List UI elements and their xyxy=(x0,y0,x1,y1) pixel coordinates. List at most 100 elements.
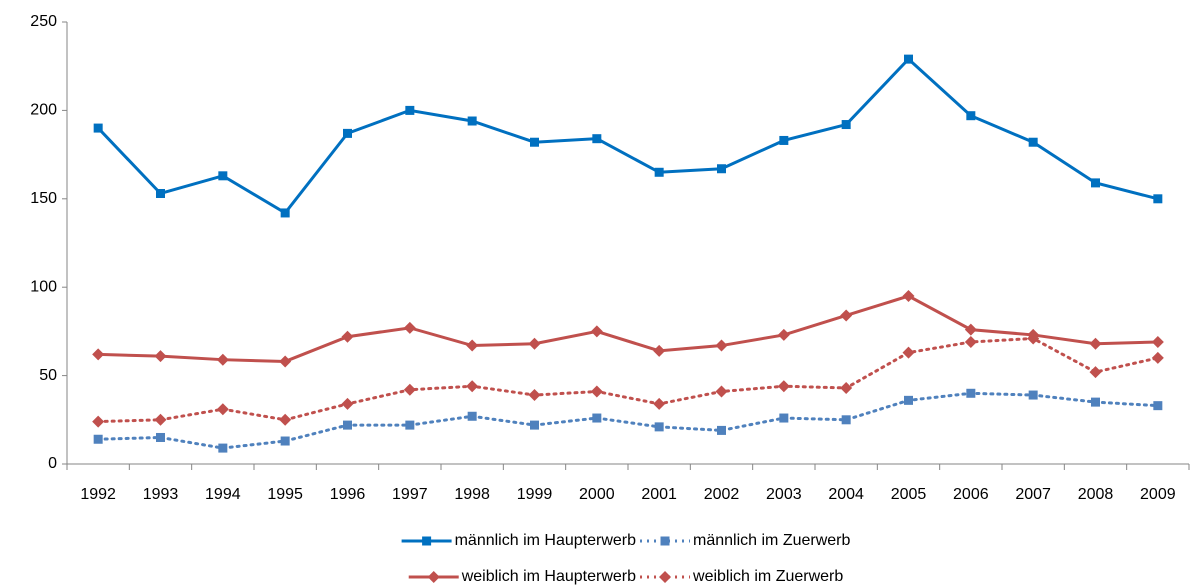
marker xyxy=(590,385,603,398)
marker xyxy=(715,339,728,352)
marker xyxy=(405,105,415,115)
series-line xyxy=(96,294,1160,363)
x-tick-label: 1993 xyxy=(143,486,179,503)
marker xyxy=(528,337,541,350)
marker xyxy=(653,397,666,410)
marker xyxy=(904,395,913,405)
marker xyxy=(659,571,672,583)
series xyxy=(93,388,1163,453)
legend-row: weiblich im Haupterwerb weiblich im Zuerw… xyxy=(408,568,843,585)
marker xyxy=(841,415,851,425)
marker xyxy=(279,355,292,368)
marker xyxy=(156,432,165,442)
x-tick-label: 2009 xyxy=(1140,486,1176,503)
marker xyxy=(467,411,477,421)
marker xyxy=(92,348,105,361)
marker xyxy=(1089,366,1102,379)
x-tick-label: 2008 xyxy=(1078,486,1114,503)
marker xyxy=(467,116,477,126)
marker xyxy=(1089,337,1102,350)
legend-label: weiblich im Haupterwerb xyxy=(461,568,636,585)
marker xyxy=(902,346,915,359)
marker xyxy=(777,380,790,393)
x-tick-label: 1998 xyxy=(454,486,490,503)
x-tick-label: 2007 xyxy=(1015,486,1051,503)
marker xyxy=(966,388,976,398)
marker xyxy=(530,137,539,147)
marker xyxy=(280,208,290,218)
marker xyxy=(279,413,292,426)
marker xyxy=(715,385,728,398)
marker xyxy=(964,336,977,349)
x-tick-label: 2005 xyxy=(891,486,927,503)
marker xyxy=(466,380,479,393)
marker xyxy=(1151,351,1164,364)
marker xyxy=(403,321,416,334)
x-tick-label: 1994 xyxy=(205,486,241,503)
x-tick-label: 2000 xyxy=(579,486,615,503)
marker xyxy=(660,536,670,546)
series xyxy=(92,290,1164,368)
marker xyxy=(654,422,664,432)
x-tick-label: 1999 xyxy=(517,486,553,503)
marker xyxy=(1153,401,1163,411)
marker xyxy=(654,167,664,177)
series-line xyxy=(96,336,1160,424)
marker xyxy=(653,344,666,357)
marker xyxy=(904,54,913,64)
marker xyxy=(93,123,103,133)
marker xyxy=(1027,332,1040,345)
y-tick-label: 50 xyxy=(39,367,57,384)
marker xyxy=(592,134,602,144)
marker xyxy=(964,323,977,336)
x-tick-label: 2004 xyxy=(828,486,864,503)
marker xyxy=(341,397,354,410)
marker xyxy=(1028,390,1038,400)
marker xyxy=(216,403,229,416)
marker xyxy=(592,413,602,423)
marker xyxy=(466,339,479,352)
legend-label: weiblich im Zuerwerb xyxy=(692,568,843,585)
marker xyxy=(218,443,228,453)
marker xyxy=(717,425,726,435)
marker xyxy=(902,290,915,303)
marker xyxy=(156,188,165,198)
marker xyxy=(1151,336,1164,349)
series-line xyxy=(96,57,1160,215)
marker xyxy=(840,309,853,322)
marker xyxy=(779,413,789,423)
marker xyxy=(92,415,105,428)
marker xyxy=(343,420,352,430)
series-line xyxy=(96,391,1160,450)
y-tick-label: 250 xyxy=(30,13,57,30)
marker xyxy=(777,328,790,341)
marker xyxy=(218,171,228,181)
legend-label: männlich im Zuerwerb xyxy=(693,532,850,549)
marker xyxy=(216,353,229,366)
x-tick-label: 2001 xyxy=(641,486,677,503)
marker xyxy=(154,350,167,363)
marker xyxy=(93,434,103,444)
marker xyxy=(427,571,440,583)
marker xyxy=(341,330,354,343)
marker xyxy=(528,389,541,402)
x-tick-label: 1992 xyxy=(80,486,116,503)
x-tick-label: 2006 xyxy=(953,486,989,503)
marker xyxy=(280,436,290,446)
legend-row: männlich im Haupterwerb männlich im Zuerw… xyxy=(401,532,850,549)
y-tick-label: 100 xyxy=(30,278,57,295)
marker xyxy=(841,120,851,130)
x-tick-label: 1995 xyxy=(267,486,303,503)
marker xyxy=(590,325,603,338)
marker xyxy=(405,420,415,430)
marker xyxy=(154,413,167,426)
y-tick-label: 200 xyxy=(30,102,57,119)
x-tick-label: 1996 xyxy=(330,486,366,503)
legend-label: männlich im Haupterwerb xyxy=(455,532,637,549)
x-tick-label: 2002 xyxy=(704,486,740,503)
marker xyxy=(966,111,976,121)
y-tick-label: 150 xyxy=(30,190,57,207)
series xyxy=(93,54,1163,218)
series xyxy=(92,332,1164,428)
